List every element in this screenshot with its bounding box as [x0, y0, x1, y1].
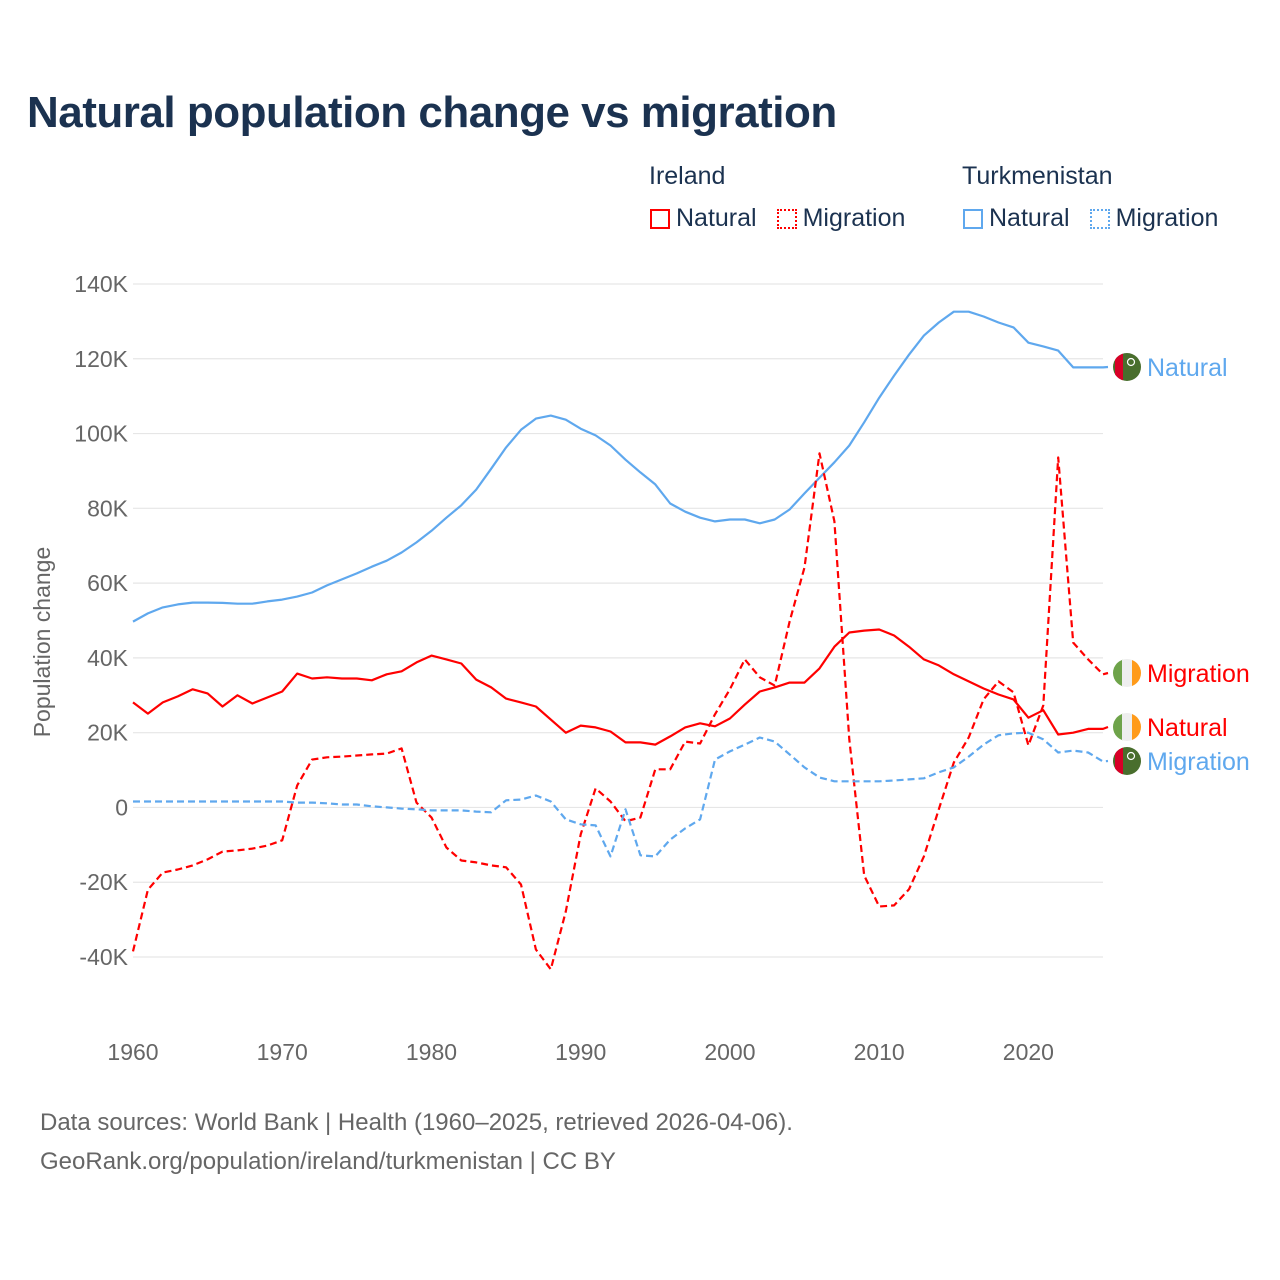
turkmenistan-flag-icon — [1113, 747, 1141, 775]
legend-item-turkmenistan-natural[interactable]: Natural — [963, 204, 1070, 233]
y-tick-label: 60K — [87, 570, 129, 596]
legend-turkmenistan: Natural Migration — [963, 204, 1238, 233]
ireland-flag-icon — [1113, 713, 1141, 741]
series-end-label: Migration — [1147, 660, 1250, 688]
legend-item-ireland-migration[interactable]: Migration — [776, 204, 906, 233]
y-tick-label: 120K — [74, 346, 128, 372]
series-line-ireland-migration[interactable] — [131, 452, 1109, 971]
legend-group-ireland: Ireland — [649, 162, 726, 190]
y-tick-label: -20K — [79, 869, 128, 895]
y-tick-label: 100K — [74, 421, 128, 447]
series-end-label: Natural — [1147, 354, 1228, 382]
turkmenistan-flag-icon — [1113, 353, 1141, 381]
chart-title: Natural population change vs migration — [27, 88, 837, 137]
x-tick-label: 1960 — [107, 1039, 158, 1065]
x-tick-label: 2010 — [854, 1039, 905, 1065]
dotted-swatch-icon — [1089, 208, 1110, 229]
y-tick-label: 40K — [87, 645, 129, 671]
y-tick-label: 0 — [115, 794, 128, 820]
y-tick-label: -40K — [79, 944, 128, 970]
legend-label: Migration — [802, 204, 906, 232]
series-line-ireland-natural[interactable] — [132, 628, 1109, 746]
y-tick-label: 80K — [87, 495, 129, 521]
x-tick-label: 1980 — [406, 1039, 457, 1065]
solid-swatch-icon — [963, 208, 983, 229]
legend-item-turkmenistan-migration[interactable]: Migration — [1089, 204, 1219, 233]
legend-ireland: Natural Migration — [650, 204, 925, 233]
x-tick-label: 1970 — [257, 1039, 308, 1065]
x-tick-label: 2000 — [704, 1039, 755, 1065]
footer-sources: Data sources: World Bank | Health (1960–… — [40, 1109, 793, 1136]
series-end-label: Natural — [1147, 714, 1228, 742]
dotted-swatch-icon — [776, 208, 797, 229]
series-end-label: Migration — [1147, 748, 1250, 776]
ireland-flag-icon — [1113, 659, 1141, 687]
legend-label: Natural — [989, 204, 1070, 232]
x-tick-label: 1990 — [555, 1039, 606, 1065]
series-line-turkmenistan-migration[interactable] — [133, 731, 1109, 858]
legend-group-turkmenistan: Turkmenistan — [962, 162, 1113, 190]
x-tick-label: 2020 — [1003, 1039, 1054, 1065]
y-tick-label: 20K — [87, 720, 129, 746]
legend-label: Migration — [1115, 204, 1219, 232]
legend-label: Natural — [676, 204, 757, 232]
footer-link[interactable]: GeoRank.org/population/ireland/turkmenis… — [40, 1148, 616, 1175]
legend-item-ireland-natural[interactable]: Natural — [650, 204, 757, 233]
series-line-turkmenistan-natural[interactable] — [132, 310, 1109, 623]
y-tick-label: 140K — [74, 271, 128, 297]
y-axis-label: Population change — [29, 547, 55, 738]
solid-swatch-icon — [650, 208, 670, 229]
